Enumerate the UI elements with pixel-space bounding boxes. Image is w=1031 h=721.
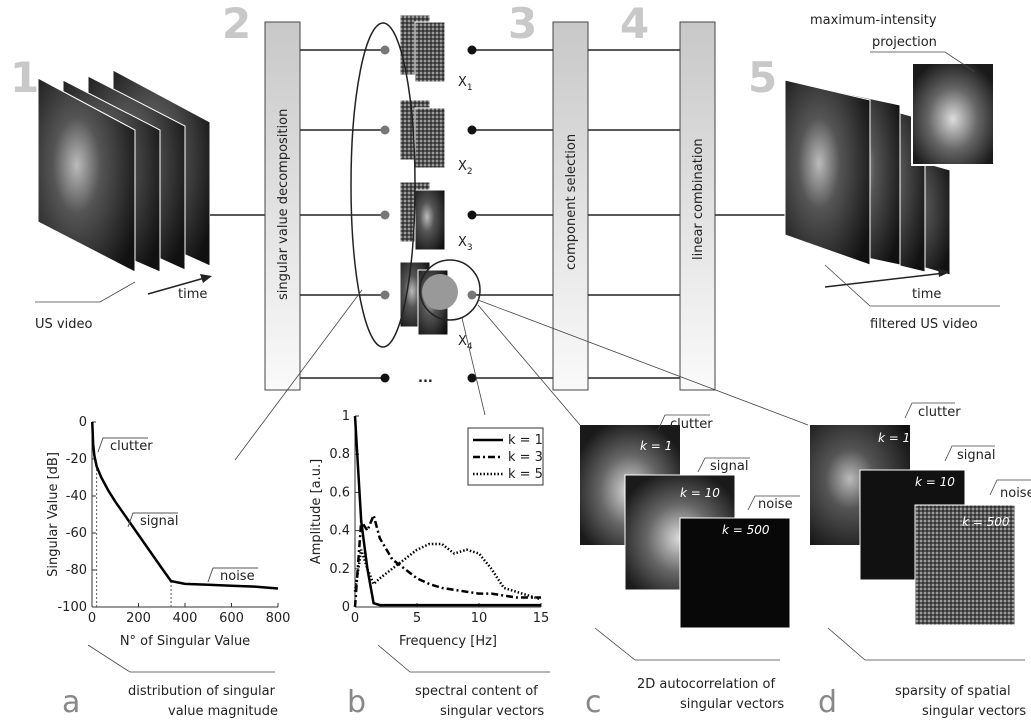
tag: noise [1000,486,1031,501]
caption: singular vectors [680,697,784,712]
annotation: clutter [110,439,153,454]
series-line [355,544,541,599]
panel-letter: c [585,685,602,720]
tag: clutter [918,405,961,420]
x-tick-label: 600 [219,611,244,626]
step-number: 2 [222,0,251,48]
k-label: k = 10 [915,475,955,489]
input-video: time US video [35,70,212,332]
caption: spectral content of [415,684,538,699]
mip-label: projection [872,35,937,50]
y-tick-label: 0.2 [329,562,350,577]
panel-letter: d [818,685,837,720]
component-label: X1 [458,75,473,93]
panel-c: k = 1 k = 10 k = 500 clutter signal nois… [580,415,800,628]
caption: value magnitude [168,704,278,719]
panel-letter: a [62,685,80,720]
video-label: US video [35,317,92,332]
x-tick-label: 800 [266,611,291,626]
y-axis-label: Singular Value [dB] [46,452,61,577]
x-tick-label: 0 [351,611,359,626]
mip-label: maximum-intensity [810,13,937,28]
components: X1 X2 X3 X4 ... [235,15,808,460]
caption: singular vectors [922,704,1026,719]
annotation: signal [140,514,178,529]
legend-label: k = 5 [508,467,543,482]
x-tick-label: 10 [471,611,488,626]
caption: 2D autocorrelation of [637,677,776,692]
caption: singular vectors [440,704,544,719]
component-label: X4 [458,334,473,352]
legend-label: k = 3 [508,450,543,465]
k-label: k = 1 [640,439,672,453]
k-label: k = 1 [878,431,910,445]
annotation: noise [220,569,255,584]
x-tick-label: 200 [126,611,151,626]
x-axis-label: Frequency [Hz] [399,634,497,649]
k-label: k = 10 [680,486,720,500]
tag: noise [758,497,793,512]
caption: distribution of singular [128,684,276,699]
y-tick-label: -40 [66,489,87,504]
k-label: k = 500 [722,523,770,537]
step-number: 5 [748,53,777,102]
step-number: 4 [620,0,649,48]
y-tick-label: -100 [57,600,87,615]
caption: sparsity of spatial [895,684,1011,699]
component-label: X3 [458,235,473,253]
x-axis-label: N° of Singular Value [120,634,250,649]
tag: signal [710,459,748,474]
panel-letter: b [347,685,366,720]
y-tick-label: 0.6 [329,485,350,500]
time-label: time [178,287,207,302]
x-tick-label: 400 [173,611,198,626]
y-tick-label: -20 [66,452,87,467]
y-tick-label: 0 [79,415,87,430]
y-tick-label: 0 [342,600,350,615]
panel-d: k = 1 k = 10 k = 500 clutter signal nois… [810,403,1031,625]
y-tick-label: 0.8 [329,447,350,462]
time-label: time [912,287,941,302]
y-tick-label: -60 [66,526,87,541]
step-number: 3 [508,0,537,48]
component-label: X2 [458,159,473,177]
output-video: maximum-intensity projection time filter… [785,13,1000,332]
y-tick-label: -80 [66,563,87,578]
y-tick-label: 0.4 [329,524,350,539]
block-label: component selection [564,134,579,270]
x-tick-label: 5 [413,611,421,626]
ellipsis: ... [418,371,433,386]
block-label: singular value decomposition [276,109,291,300]
block-label: linear combination [691,138,706,260]
tag: signal [957,448,995,463]
step-number: 1 [10,53,39,102]
y-tick-label: 1 [342,409,350,424]
figure: 1 2 3 4 5 time US video singular value d… [0,0,1031,721]
tag: clutter [670,417,713,432]
video-label: filtered US video [870,317,978,332]
x-tick-label: 0 [88,611,96,626]
legend-label: k = 1 [508,433,543,448]
y-axis-label: Amplitude [a.u.] [309,459,324,564]
k-label: k = 500 [962,515,1010,529]
series-line [355,515,541,607]
x-tick-label: 15 [533,611,550,626]
